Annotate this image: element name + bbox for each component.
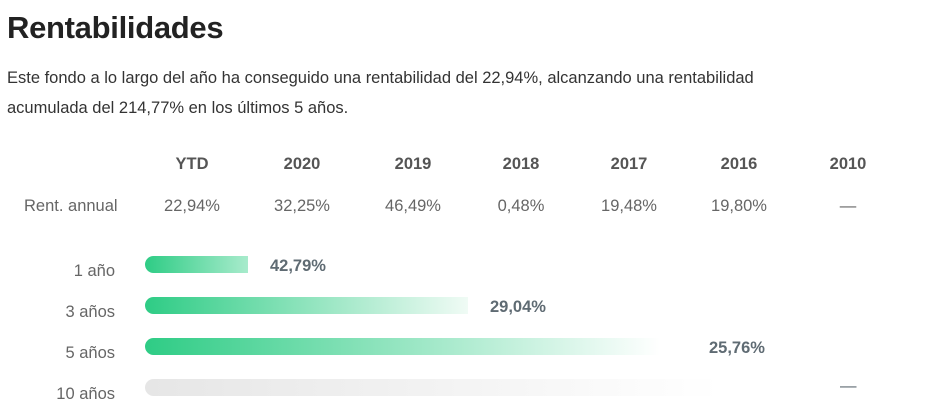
bar-value: 42,79% <box>270 257 326 275</box>
page-title: Rentabilidades <box>7 10 224 45</box>
col-header: 2018 <box>502 155 540 173</box>
bar-label: 1 año <box>73 262 115 280</box>
cell-value: — <box>839 197 857 215</box>
col-header: 2020 <box>283 155 321 173</box>
cell-value: 22,94% <box>164 197 220 215</box>
bar-label: 10 años <box>56 385 115 403</box>
bar-value: — <box>840 377 857 395</box>
bar-5-years <box>145 338 660 355</box>
bar-10-years <box>145 379 720 396</box>
col-header: 2017 <box>610 155 648 173</box>
row-label-rent-anual: Rent. annual <box>24 197 118 215</box>
col-header: 2019 <box>394 155 432 173</box>
col-header: 2016 <box>720 155 758 173</box>
cell-value: 19,80% <box>711 197 767 215</box>
bar-value: 29,04% <box>490 298 546 316</box>
cell-value: 32,25% <box>274 197 330 215</box>
description: Este fondo a lo largo del año ha consegu… <box>7 69 754 117</box>
col-header: 2010 <box>829 155 867 173</box>
cell-value: 0,48% <box>497 197 545 215</box>
bar-1-year <box>145 256 248 273</box>
bar-3-years <box>145 297 468 314</box>
bar-label: 5 años <box>65 344 115 362</box>
col-header: YTD <box>175 155 209 173</box>
cell-value: 19,48% <box>601 197 657 215</box>
bar-label: 3 años <box>65 303 115 321</box>
bar-value: 25,76% <box>709 339 765 357</box>
cell-value: 46,49% <box>385 197 441 215</box>
